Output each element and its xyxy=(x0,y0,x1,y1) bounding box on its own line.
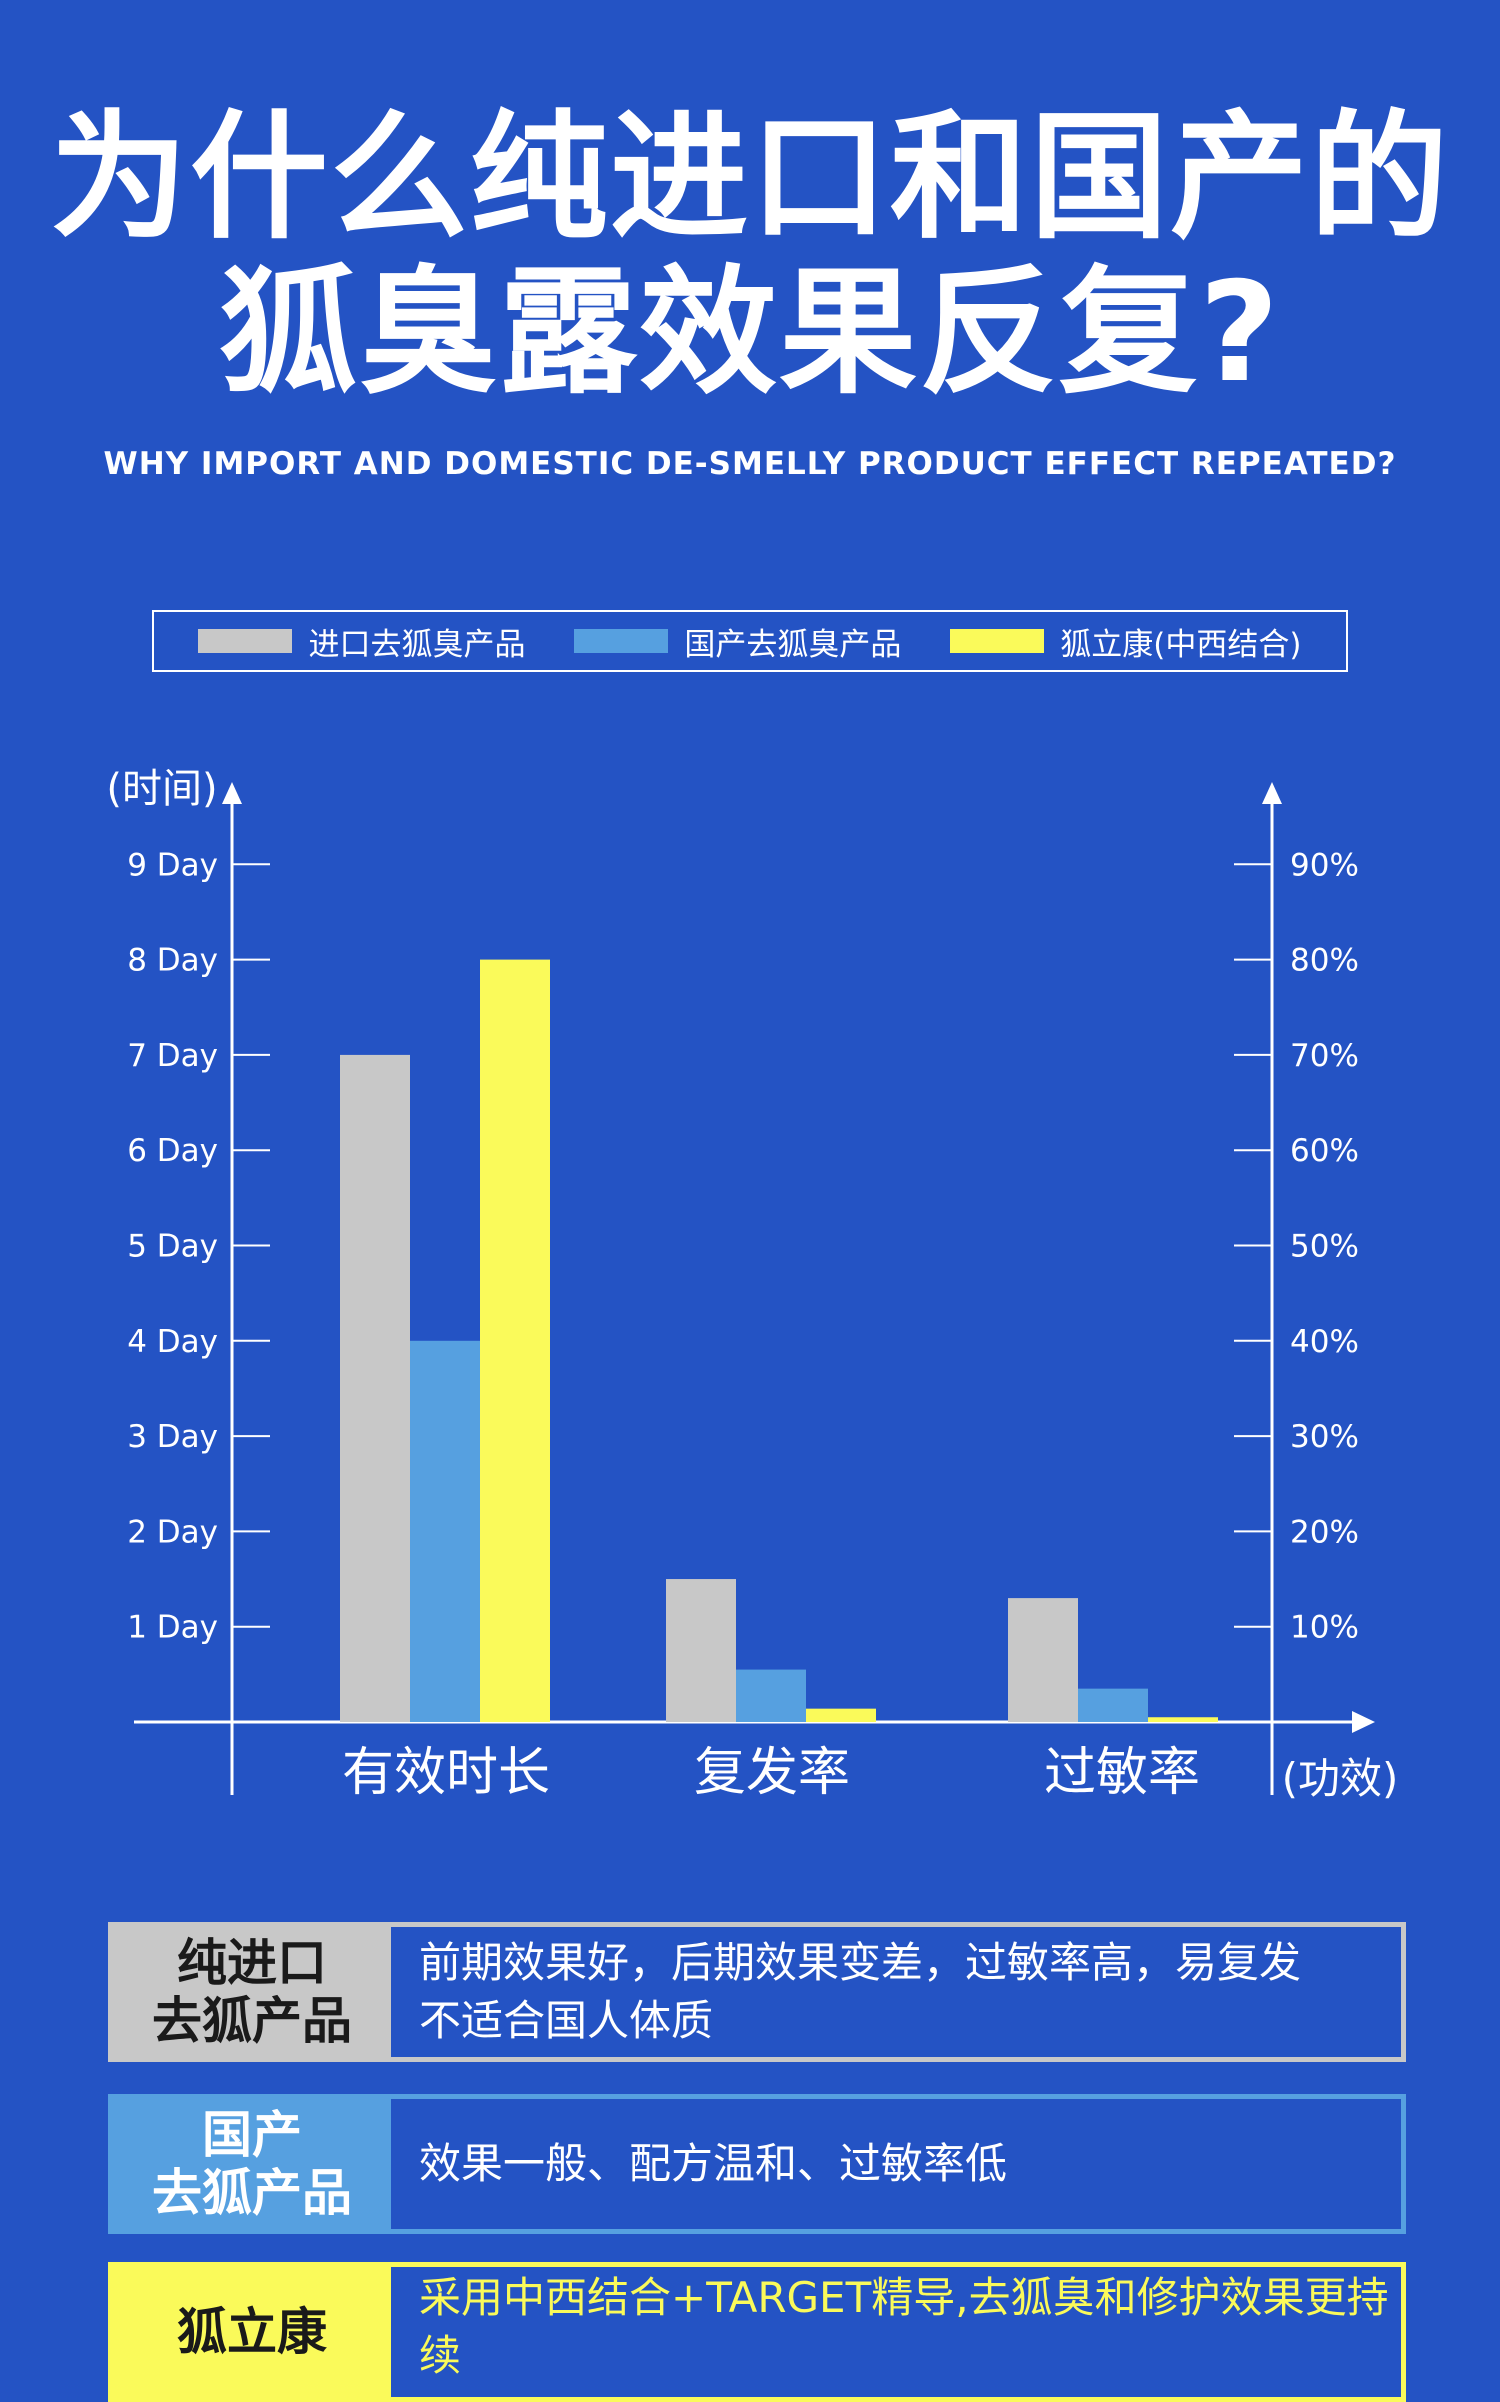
page-title: 为什么纯进口和国产的 狐臭露效果反复? xyxy=(0,100,1500,410)
y-axis-label: (时间) xyxy=(106,766,217,812)
y-tick-label-right: 30% xyxy=(1290,1419,1359,1455)
y-tick-label-right: 10% xyxy=(1290,1610,1359,1646)
row-label-domestic-line-1: 国产 xyxy=(202,2106,302,2164)
chart-legend: 进口去狐臭产品 国产去狐臭产品 狐立康(中西结合) xyxy=(152,610,1348,672)
row-label-domestic-line-2: 去狐产品 xyxy=(152,2164,352,2222)
legend-swatch-ours xyxy=(950,629,1045,653)
bar xyxy=(806,1708,876,1722)
row-label-ours-line-1: 狐立康 xyxy=(177,2303,327,2361)
bar xyxy=(410,1340,480,1722)
y-tick-label-left: 3 Day xyxy=(127,1419,218,1455)
comparison-row-imported: 纯进口 去狐产品 前期效果好，后期效果变差，过敏率高，易复发 不适合国人体质 xyxy=(108,1922,1406,2062)
bar-chart: (时间) (功效) 1 Day 2 Day 3 Day 4 Day 5 Day 6 Day 7 … xyxy=(106,766,1399,1803)
x-axis-arrow xyxy=(1352,1711,1375,1733)
row-label-ours: 狐立康 xyxy=(113,2267,391,2397)
y-tick-label-left: 4 Day xyxy=(127,1324,218,1360)
y-tick-label-left: 2 Day xyxy=(127,1514,218,1550)
y-tick-label-right: 20% xyxy=(1290,1514,1359,1550)
bar xyxy=(340,1054,410,1722)
x-tick-label: 复发率 xyxy=(694,1743,850,1803)
bar xyxy=(666,1579,736,1722)
row-desc-domestic: 效果一般、配方温和、过敏率低 xyxy=(391,2099,1401,2229)
legend-item-domestic: 国产去狐臭产品 xyxy=(574,619,901,664)
bar xyxy=(480,959,550,1722)
row-label-domestic: 国产 去狐产品 xyxy=(113,2099,391,2229)
x-axis-label: (功效) xyxy=(1282,1754,1399,1803)
y-tick-label-left: 7 Day xyxy=(127,1038,218,1074)
x-tick-label: 有效时长 xyxy=(342,1743,550,1803)
row-desc-imported-line-2: 不适合国人体质 xyxy=(419,1996,714,2045)
legend-swatch-imported xyxy=(198,629,293,653)
legend-label-ours: 狐立康(中西结合) xyxy=(1060,626,1302,663)
legend-label-imported: 进口去狐臭产品 xyxy=(308,626,526,663)
bar xyxy=(1148,1717,1218,1722)
y-tick-label-left: 1 Day xyxy=(127,1610,218,1646)
legend-swatch-domestic xyxy=(574,629,669,653)
y-tick-label-right: 80% xyxy=(1290,943,1359,979)
row-desc-imported-line-1: 前期效果好，后期效果变差，过敏率高，易复发 xyxy=(419,1938,1302,1987)
row-desc-imported: 前期效果好，后期效果变差，过敏率高，易复发 不适合国人体质 xyxy=(391,1927,1401,2057)
title-line-1: 为什么纯进口和国产的 xyxy=(49,97,1450,258)
row-label-imported-line-2: 去狐产品 xyxy=(152,1992,352,2050)
y-tick-label-right: 70% xyxy=(1290,1038,1359,1074)
y-tick-label-right: 90% xyxy=(1290,847,1359,883)
y-axis-right-arrow xyxy=(1262,782,1282,804)
page-subtitle: WHY IMPORT AND DOMESTIC DE-SMELLY PRODUC… xyxy=(103,446,1397,482)
row-desc-ours: 采用中西结合+TARGET精导,去狐臭和修护效果更持续 xyxy=(391,2267,1401,2397)
y-tick-label-left: 6 Day xyxy=(127,1133,218,1169)
y-tick-label-left: 9 Day xyxy=(127,847,218,883)
legend-item-ours: 狐立康(中西结合) xyxy=(950,619,1302,664)
row-label-imported-line-1: 纯进口 xyxy=(177,1934,327,1992)
legend-item-imported: 进口去狐臭产品 xyxy=(198,619,525,664)
bar xyxy=(736,1669,806,1722)
comparison-row-ours: 狐立康 采用中西结合+TARGET精导,去狐臭和修护效果更持续 xyxy=(108,2262,1406,2402)
row-desc-domestic-line-1: 效果一般、配方温和、过敏率低 xyxy=(419,2139,1008,2188)
bar xyxy=(1078,1688,1148,1722)
row-label-imported: 纯进口 去狐产品 xyxy=(113,1927,391,2057)
bar xyxy=(1008,1598,1078,1722)
y-tick-label-right: 40% xyxy=(1290,1324,1359,1360)
x-tick-label: 过敏率 xyxy=(1044,1743,1200,1803)
y-tick-label-left: 5 Day xyxy=(127,1229,218,1265)
y-tick-label-right: 50% xyxy=(1290,1229,1359,1265)
legend-label-domestic: 国产去狐臭产品 xyxy=(684,626,902,663)
y-tick-label-right: 60% xyxy=(1290,1133,1359,1169)
y-axis-left-arrow xyxy=(222,782,242,804)
y-tick-label-left: 8 Day xyxy=(127,943,218,979)
comparison-row-domestic: 国产 去狐产品 效果一般、配方温和、过敏率低 xyxy=(108,2094,1406,2234)
row-desc-ours-line-1: 采用中西结合+TARGET精导,去狐臭和修护效果更持续 xyxy=(419,2273,1389,2380)
title-line-2: 狐臭露效果反复? xyxy=(218,252,1282,413)
